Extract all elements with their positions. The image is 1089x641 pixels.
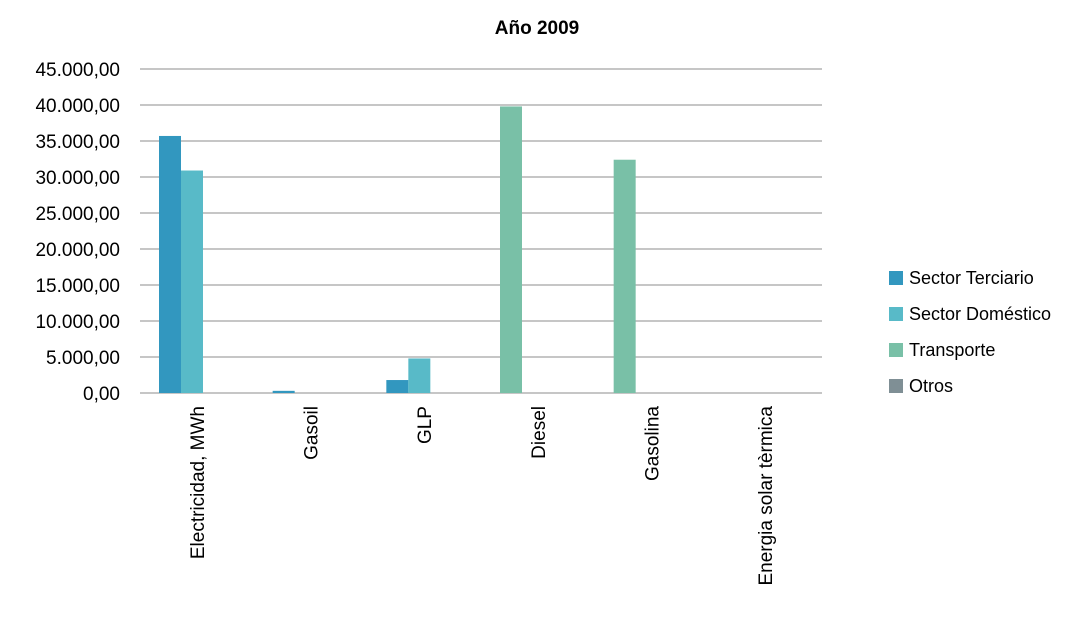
chart-title: Año 2009 (495, 18, 579, 39)
gridlines (140, 68, 822, 394)
bar (613, 159, 636, 393)
bar (181, 170, 203, 393)
bars (159, 106, 636, 393)
legend-label: Otros (909, 376, 953, 396)
x-tick-label: Gasoil (302, 406, 323, 460)
y-tick-label: 10.000,00 (35, 312, 120, 333)
x-tick-label: Electricidad, MWh (188, 406, 209, 559)
x-axis-ticks: Electricidad, MWh Gasoil GLP Diesel Gasolina… (188, 406, 777, 586)
legend-swatch (889, 343, 903, 357)
x-tick-label: Energia solar tèrmica (756, 406, 777, 586)
y-tick-label: 35.000,00 (35, 132, 120, 153)
y-tick-label: 30.000,00 (35, 168, 120, 189)
bar (272, 390, 295, 393)
y-tick-label: 45.000,00 (35, 60, 120, 81)
bar (500, 106, 522, 393)
x-tick-label: Gasolina (643, 406, 664, 481)
y-tick-label: 0,00 (83, 384, 120, 405)
y-tick-label: 25.000,00 (35, 204, 120, 225)
bar (386, 380, 409, 393)
y-axis-ticks: 0,00 5.000,00 10.000,00 15.000,00 20.000,00 2… (35, 60, 120, 405)
y-tick-label: 5.000,00 (46, 348, 120, 369)
y-tick-label: 20.000,00 (35, 240, 120, 261)
x-tick-label: GLP (415, 406, 436, 444)
y-tick-label: 15.000,00 (35, 276, 120, 297)
bar (159, 135, 181, 393)
legend: Sector Terciario Sector Doméstico Transpor… (889, 268, 1051, 396)
legend-label: Sector Terciario (909, 268, 1034, 288)
bar (408, 358, 431, 393)
y-tick-label: 40.000,00 (35, 96, 120, 117)
legend-swatch (889, 271, 903, 285)
legend-swatch (889, 307, 903, 321)
legend-label: Sector Doméstico (909, 304, 1051, 324)
legend-label: Transporte (909, 340, 995, 360)
x-tick-label: Diesel (529, 406, 550, 459)
legend-swatch (889, 379, 903, 393)
